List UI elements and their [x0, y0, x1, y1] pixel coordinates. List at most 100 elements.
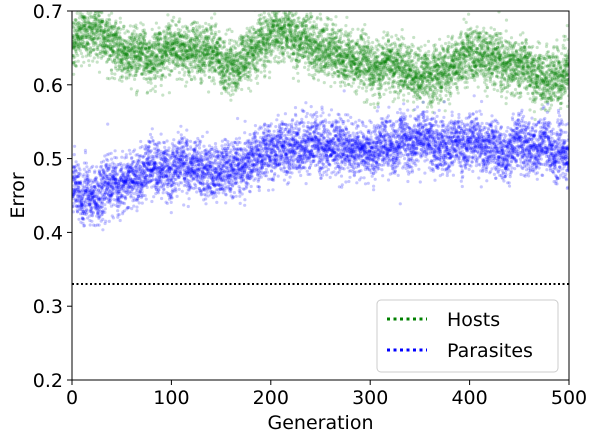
- data-point: [100, 26, 104, 30]
- data-point: [89, 37, 93, 42]
- data-point: [107, 13, 111, 17]
- data-point: [87, 42, 91, 46]
- data-point: [135, 89, 140, 93]
- data-point: [100, 55, 104, 59]
- data-point: [96, 45, 100, 49]
- data-point: [271, 7, 274, 10]
- data-point: [333, 72, 337, 76]
- data-point: [362, 75, 366, 79]
- data-point: [152, 51, 156, 55]
- data-point: [101, 34, 105, 38]
- data-point: [230, 89, 234, 93]
- data-point: [96, 19, 100, 23]
- data-point: [98, 24, 102, 28]
- data-point: [101, 50, 106, 54]
- data-point: [260, 26, 264, 30]
- data-point: [286, 40, 290, 44]
- data-point: [205, 29, 209, 33]
- data-point: [334, 23, 338, 27]
- data-point: [79, 30, 84, 34]
- data-point: [220, 91, 224, 95]
- data-point: [80, 35, 84, 39]
- data-point: [80, 34, 85, 39]
- data-point: [91, 21, 95, 26]
- data-point: [76, 53, 80, 58]
- data-point: [76, 32, 80, 37]
- data-point: [385, 44, 389, 48]
- data-point: [73, 48, 78, 52]
- data-point: [87, 2, 90, 5]
- data-point: [84, 27, 88, 32]
- data-point: [100, 21, 104, 25]
- data-point: [129, 87, 133, 91]
- data-point: [84, 21, 88, 25]
- data-point: [222, 44, 226, 49]
- data-point: [177, 71, 181, 75]
- data-point: [213, 25, 217, 29]
- data-point: [72, 47, 75, 51]
- data-point: [283, 48, 287, 53]
- data-point: [81, 15, 85, 19]
- data-point: [95, 17, 99, 21]
- data-point: [73, 45, 77, 49]
- data-point: [348, 34, 352, 38]
- data-point: [96, 55, 100, 59]
- data-point: [82, 16, 86, 20]
- data-point: [91, 8, 94, 11]
- data-point: [81, 37, 85, 42]
- data-point: [76, 44, 81, 48]
- data-point: [97, 11, 101, 14]
- data-point: [207, 34, 211, 39]
- data-point: [91, 36, 96, 41]
- data-point: [399, 62, 403, 66]
- data-point: [382, 30, 386, 34]
- data-point: [74, 18, 78, 22]
- data-point: [88, 36, 93, 40]
- data-point: [388, 77, 392, 81]
- data-point: [78, 45, 82, 49]
- data-point: [76, 38, 81, 42]
- data-point: [282, 60, 286, 64]
- data-point: [82, 33, 86, 37]
- data-point: [82, 28, 86, 32]
- data-point: [185, 80, 189, 84]
- data-point: [204, 21, 208, 25]
- data-point: [335, 49, 339, 53]
- data-point: [72, 38, 76, 42]
- data-point: [82, 60, 86, 64]
- data-point: [133, 77, 137, 81]
- data-point: [316, 78, 320, 82]
- data-point: [191, 26, 195, 31]
- data-point: [236, 81, 240, 85]
- data-point: [88, 21, 92, 25]
- data-point: [282, 6, 285, 9]
- data-point: [163, 75, 167, 79]
- data-point: [329, 84, 333, 89]
- data-point: [87, 25, 92, 29]
- data-point: [249, 89, 253, 93]
- data-point: [78, 34, 82, 38]
- data-point: [81, 27, 85, 31]
- data-point: [126, 30, 131, 34]
- data-point: [72, 61, 76, 65]
- data-point: [96, 53, 100, 57]
- data-point: [76, 43, 80, 47]
- data-point: [263, 69, 267, 73]
- data-point: [271, 5, 274, 8]
- data-point: [72, 33, 76, 37]
- data-point: [374, 51, 378, 55]
- data-point: [97, 5, 100, 8]
- data-point: [256, 67, 260, 72]
- data-point: [423, 43, 427, 47]
- data-point: [131, 32, 135, 36]
- data-point: [84, 46, 88, 50]
- data-point: [384, 88, 388, 92]
- data-point: [86, 19, 90, 23]
- data-point: [76, 25, 80, 29]
- data-point: [88, 51, 92, 55]
- data-point: [307, 73, 311, 77]
- data-point: [82, 19, 86, 23]
- data-point: [382, 92, 386, 96]
- data-point: [362, 38, 366, 42]
- data-point: [72, 25, 75, 29]
